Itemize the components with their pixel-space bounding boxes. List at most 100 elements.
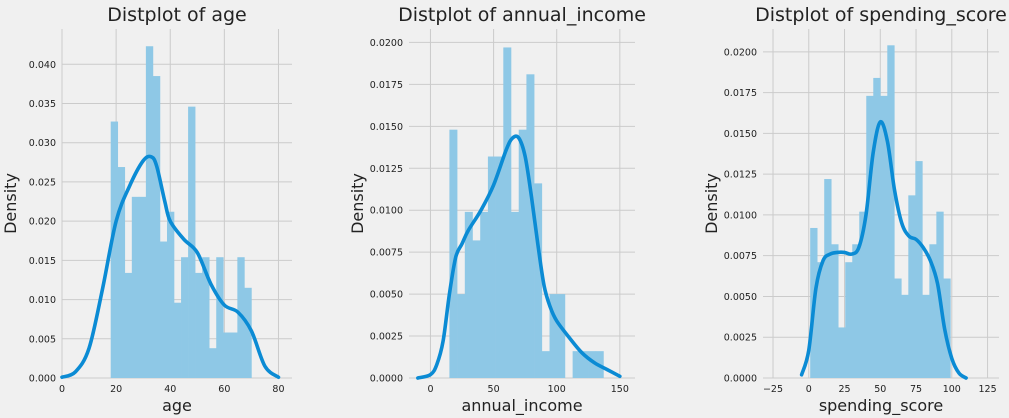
histogram-bar [230,332,238,378]
x-tick-label: 25 [838,384,850,395]
histogram-bar [202,257,210,378]
y-tick-label: 0.0000 [724,374,757,385]
y-tick-label: 0.035 [29,99,56,110]
histogram-bar [887,45,895,378]
y-tick-label: 0.020 [29,217,56,228]
y-tick-label: 0.015 [29,256,56,267]
histogram-bar [480,211,489,378]
x-tick-label: 20 [110,384,122,395]
histogram-bar [138,196,147,378]
x-tick-label: 40 [164,384,176,395]
y-tick-label: 0.0025 [724,333,757,344]
y-tick-label: 0.0150 [370,122,403,133]
histogram-bar [831,244,839,378]
histogram-bar [859,211,867,378]
histogram-bar [117,167,126,378]
y-tick-label: 0.010 [29,295,56,306]
chart-title: Distplot of spending_score [755,4,1007,26]
chart-title: Distplot of age [107,4,246,26]
histogram-bar [549,294,558,378]
x-tick-label: 150 [611,384,629,395]
histogram-bar [534,183,543,378]
histogram-bar [145,46,154,378]
histogram-bar [929,244,937,378]
kde-curve [416,134,622,380]
histogram-bar [541,351,550,378]
histogram-bar [223,332,231,378]
kde-curve [799,119,968,380]
y-tick-label: 0.0100 [370,206,403,217]
histogram-bar [124,272,133,378]
histogram-bar [526,74,535,378]
histogram-bar [216,257,224,378]
x-tick-label: 0 [59,384,65,395]
histogram-bar [915,161,923,378]
histogram-bar [472,240,481,378]
histogram-bar [873,77,881,378]
x-tick-label: 60 [218,384,230,395]
chart-title: Distplot of annual_income [398,4,646,26]
histogram-bar [901,294,909,378]
subplot-spending-score: 0.0000 0.0025 0.0050 0.0075 0.0100 0.0125 0.01… [702,4,1007,416]
y-tick-label: 0.0200 [724,47,757,58]
histogram-bar [181,257,189,378]
y-tick-label: 0.0000 [370,374,403,385]
histogram-bar [588,351,597,378]
histogram-bar [487,156,496,378]
x-axis-label: spending_score [819,396,943,416]
histogram-bar [824,179,832,378]
histogram-bar [152,76,161,378]
x-tick-label: 0 [806,384,812,395]
x-tick-label: 80 [272,384,284,395]
y-tick-label: 0.0150 [724,129,757,140]
x-tick-label: 50 [488,384,500,395]
y-tick-label: 0.0050 [370,290,403,301]
histogram-bar [880,95,888,378]
histogram-bar [495,156,504,378]
x-axis-label: age [162,396,192,415]
histogram-bar [166,211,175,378]
y-tick-label: 0.005 [29,334,56,345]
kde-curve [60,154,281,380]
x-tick-label: 100 [943,384,961,395]
x-axis-label: annual_income [461,396,582,416]
histogram-bar [943,278,951,378]
subplot-annual-income: 0.0000 0.0025 0.0050 0.0075 0.0100 0.0125 0.01… [348,4,646,416]
histogram-bar [922,294,930,378]
y-axis-label: Density [348,173,367,234]
histogram-bar [244,287,252,378]
histogram-bar [518,129,527,378]
histogram-bar [188,106,196,378]
histogram-bar [503,47,512,379]
histogram-bar [464,211,473,378]
histogram-bar [159,241,168,378]
histogram-bar [557,294,566,378]
histogram-bar [195,272,203,378]
x-tick-label: −25 [763,384,783,395]
y-tick-label: 0.0075 [724,251,757,262]
subplot-age: 0.000 0.005 0.010 0.015 0.020 0.025 0.030 0.035… [1,4,292,415]
x-tick-label: 75 [910,384,922,395]
histogram-bar [580,351,589,378]
y-tick-label: 0.040 [29,60,56,71]
y-tick-label: 0.0050 [724,292,757,303]
histogram-bar [866,95,874,378]
x-tick-label: 100 [548,384,566,395]
histogram-bar [838,327,846,378]
histogram-bar [852,244,860,378]
y-tick-label: 0.000 [29,374,56,385]
y-tick-label: 0.0075 [370,248,403,259]
histogram-bar [908,195,916,378]
y-tick-label: 0.0125 [370,164,403,175]
y-tick-label: 0.0100 [724,210,757,221]
histogram-bar [209,348,217,378]
y-tick-label: 0.030 [29,138,56,149]
y-tick-label: 0.0200 [370,38,403,49]
histogram-bar [894,278,902,378]
histogram-bar [845,262,853,378]
histogram-bar [174,302,182,378]
y-tick-label: 0.0175 [724,88,757,99]
x-tick-label: 50 [874,384,886,395]
x-tick-label: 125 [978,384,996,395]
